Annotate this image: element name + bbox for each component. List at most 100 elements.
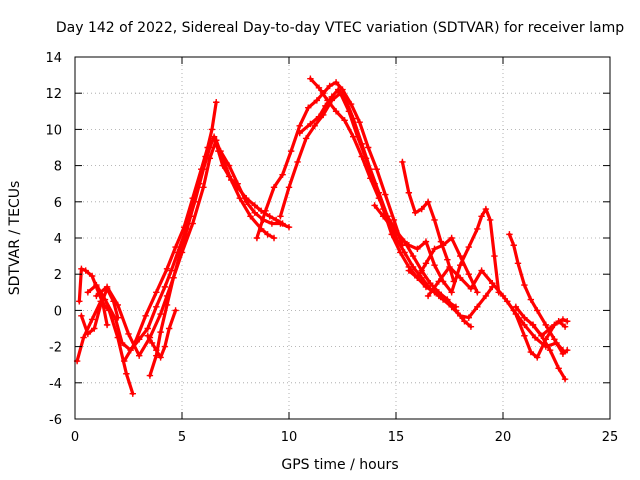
data-point-marker <box>172 307 179 314</box>
data-point-marker <box>405 242 413 249</box>
series-line <box>507 232 569 356</box>
data-point-marker <box>125 330 132 338</box>
data-point-marker <box>313 97 321 104</box>
data-point-marker <box>467 323 475 330</box>
data-point-marker <box>439 242 447 249</box>
data-point-marker <box>499 292 507 300</box>
data-point-marker <box>277 220 284 227</box>
data-point-marker <box>168 267 175 274</box>
data-point-marker <box>555 365 562 372</box>
data-point-marker <box>409 252 417 260</box>
satellite-track-12 <box>307 75 475 330</box>
data-point-marker <box>277 213 284 220</box>
data-point-marker <box>356 118 363 126</box>
data-point-marker <box>559 316 567 323</box>
x-axis-label: GPS time / hours <box>281 457 398 473</box>
chart-title: Day 142 of 2022, Sidereal Day-to-day VTE… <box>56 20 624 36</box>
data-point-marker <box>341 117 348 124</box>
series-line <box>373 203 501 294</box>
data-point-marker <box>123 370 130 377</box>
data-point-marker <box>482 292 490 300</box>
data-point-marker <box>504 298 511 305</box>
data-point-marker <box>153 303 160 310</box>
data-point-marker <box>129 390 136 397</box>
data-point-marker <box>157 354 164 361</box>
data-point-marker <box>364 144 372 151</box>
data-point-marker <box>251 209 258 216</box>
data-point-marker <box>84 330 92 338</box>
data-point-marker <box>564 318 571 325</box>
data-point-marker <box>247 213 254 220</box>
data-point-marker <box>373 166 380 173</box>
data-point-marker <box>198 166 205 173</box>
data-point-marker <box>358 140 365 148</box>
data-point-marker <box>341 93 348 101</box>
satellite-track-15 <box>405 234 481 296</box>
y-tick-label: 4 <box>54 232 62 247</box>
x-tick-label: 0 <box>71 430 79 445</box>
data-point-marker <box>435 289 442 296</box>
y-tick-label: 6 <box>54 196 62 211</box>
data-point-marker <box>444 256 451 263</box>
data-point-marker <box>332 79 340 86</box>
data-point-marker <box>405 267 413 274</box>
data-point-marker <box>555 318 562 325</box>
data-point-marker <box>564 347 571 354</box>
data-point-marker <box>136 352 143 359</box>
data-point-marker <box>91 325 98 332</box>
satellite-track-14 <box>399 158 457 285</box>
data-point-marker <box>144 325 151 332</box>
data-point-marker <box>474 303 481 310</box>
data-point-marker <box>236 194 243 202</box>
data-point-marker <box>76 298 83 305</box>
data-point-marker <box>332 108 340 115</box>
data-point-marker <box>210 135 218 142</box>
data-point-marker <box>414 245 421 253</box>
data-point-marker <box>204 144 211 151</box>
data-point-marker <box>178 243 186 251</box>
y-tick-label: 0 <box>54 304 62 319</box>
data-point-marker <box>93 281 100 289</box>
data-point-marker <box>165 325 173 332</box>
data-point-marker <box>414 274 421 282</box>
data-point-marker <box>409 263 417 271</box>
data-point-marker <box>326 82 333 90</box>
data-point-marker <box>153 347 160 354</box>
data-point-marker <box>206 155 214 162</box>
data-point-marker <box>285 184 293 191</box>
data-point-marker <box>285 223 293 231</box>
x-tick-label: 15 <box>388 430 405 445</box>
data-point-marker <box>457 261 464 269</box>
data-point-marker <box>390 216 398 224</box>
data-point-marker <box>534 354 541 361</box>
data-point-marker <box>228 176 235 184</box>
data-point-marker <box>367 175 374 182</box>
data-point-marker <box>382 191 389 198</box>
data-point-marker <box>478 267 485 274</box>
data-point-marker <box>88 272 96 280</box>
data-point-marker <box>103 321 111 329</box>
axes: 0 5 10 15 20 25 -6 -4 -2 0 2 4 6 8 10 12 14 <box>45 51 618 445</box>
data-point-marker <box>266 213 273 220</box>
data-point-marker <box>251 202 258 209</box>
data-point-marker <box>482 205 490 213</box>
data-point-marker <box>315 113 323 120</box>
data-point-marker <box>457 274 464 282</box>
x-tick-label: 25 <box>602 430 619 445</box>
data-point-marker <box>148 339 156 347</box>
y-tick-label: -4 <box>49 377 62 392</box>
data-point-marker <box>446 263 453 271</box>
data-point-marker <box>103 283 111 291</box>
data-point-marker <box>531 334 539 341</box>
data-point-marker <box>465 314 472 321</box>
data-point-marker <box>424 292 432 300</box>
data-point-marker <box>234 180 241 187</box>
data-point-marker <box>422 260 430 267</box>
data-point-marker <box>559 350 567 358</box>
data-point-marker <box>529 321 537 329</box>
satellite-track-9 <box>253 79 406 249</box>
data-point-marker <box>437 238 445 245</box>
y-tick-label: 8 <box>54 160 62 175</box>
